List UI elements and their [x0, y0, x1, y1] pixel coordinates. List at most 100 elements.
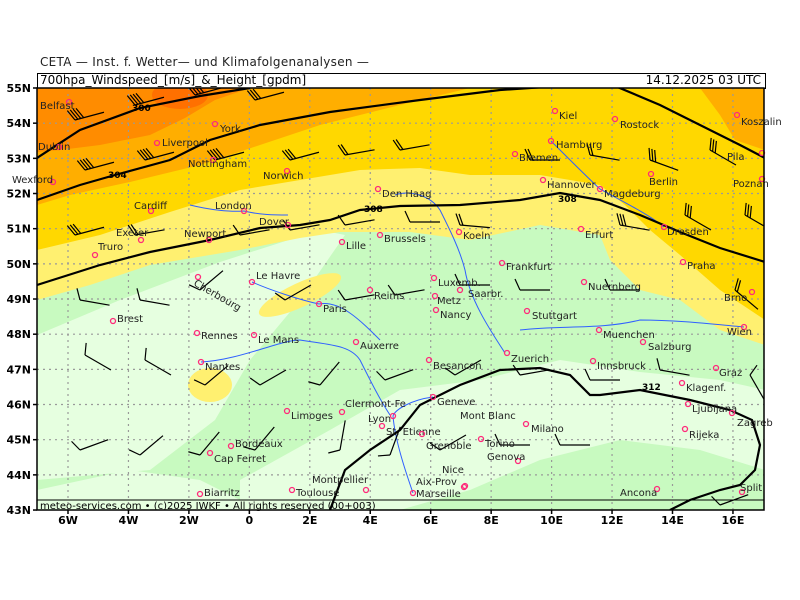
city-label: Grenoble	[426, 441, 472, 452]
river-danube	[519, 319, 745, 331]
city-label: Rennes	[201, 331, 238, 342]
city-marker-icon	[503, 349, 511, 357]
city-marker-icon	[758, 149, 766, 157]
longitude-axis: 6W 4W 2W 0 2E 4E 6E 8E 10E 12E 14E 16E	[58, 510, 744, 527]
wind-barb-icon	[274, 284, 312, 301]
wind-barbs	[66, 88, 764, 506]
city-label: Exeter	[116, 228, 149, 239]
city-st-etienne: St. Etienne	[378, 422, 441, 438]
windspeed-fill-light-yellow	[258, 273, 342, 317]
city-marker-icon	[352, 338, 360, 346]
city-marker-icon	[288, 486, 296, 494]
city-marker-icon	[514, 457, 522, 465]
city-metz: Metz	[431, 292, 461, 307]
city-label: Praha	[687, 261, 716, 272]
city-label: Poznan	[733, 179, 769, 190]
city-label: Torino	[484, 439, 515, 450]
city-reims: Reims	[366, 286, 404, 302]
city-marker-icon	[338, 238, 346, 246]
lon-tick-label: 6E	[423, 514, 438, 527]
city-label: Salzburg	[648, 342, 691, 353]
cities: Belfast Dublin Wexford Liverpool York Notting…	[12, 98, 782, 500]
lat-tick-label: 55N	[6, 82, 31, 95]
wind-barb-icon	[656, 358, 690, 376]
city-label: Ljubljana	[692, 404, 737, 415]
city-label: Cap Ferret	[214, 454, 266, 465]
lat-tick-label: 48N	[6, 328, 31, 341]
contour-label: 308	[558, 195, 577, 205]
city-limoges: Limoges	[283, 407, 333, 422]
city-lyon: Lyon	[368, 412, 397, 425]
city-marker-icon	[647, 170, 655, 178]
city-marker-icon	[758, 175, 766, 183]
city-cherbourg: Cherbourg	[192, 273, 243, 314]
city-label: Zagreb	[737, 418, 773, 429]
city-geneve: Geneve	[429, 393, 475, 408]
wind-barb-icon	[136, 288, 170, 306]
city-label: Lille	[346, 241, 366, 252]
city-dublin: Dublin	[38, 142, 70, 153]
contour-label: 312	[642, 383, 661, 393]
city-truro: Truro	[91, 242, 123, 259]
city-label: York	[219, 124, 241, 135]
wind-barb-icon	[711, 494, 749, 506]
city-wexford: Wexford	[12, 175, 57, 186]
city-marker-icon	[733, 111, 741, 119]
city-label: Pila	[727, 152, 745, 163]
city-label: Rijeka	[689, 430, 719, 441]
wind-barb-icon	[392, 139, 430, 151]
city-marker-icon	[595, 326, 603, 334]
title-bar: 700hpa_Windspeed_[m/s]_&_Height_[gpdm] 1…	[37, 73, 766, 89]
city-marker-icon	[456, 286, 464, 294]
city-marker-icon	[432, 306, 440, 314]
city-genova: Genova	[487, 452, 525, 465]
lat-tick-label: 46N	[6, 399, 31, 412]
footer-box	[36, 499, 765, 511]
city-label: Split	[740, 483, 762, 494]
wind-barb-icon	[126, 92, 165, 106]
city-label: Biarritz	[204, 488, 240, 499]
city-label: Hamburg	[556, 140, 602, 151]
city-label: Nantes	[205, 362, 240, 373]
city-label: Le Havre	[256, 271, 300, 282]
wind-barb-icon	[586, 143, 620, 161]
city-aix-prov: Aix-Prov	[416, 477, 469, 490]
city-label: Liverpool	[162, 138, 208, 149]
city-rennes: Rennes	[193, 329, 238, 342]
city-magdeburg: Magdeburg	[596, 185, 661, 200]
wind-barb-icon	[144, 347, 172, 376]
city-marker-icon	[137, 236, 145, 244]
city-clermont-fe: Clermont-Fe	[338, 399, 406, 416]
city-label: Klagenf.	[686, 383, 726, 394]
city-den-haag: Den Haag	[374, 185, 432, 200]
city-marker-icon	[91, 251, 99, 259]
city-label: Stuttgart	[532, 311, 577, 322]
city-label: Graz	[719, 368, 742, 379]
city-marker-icon	[193, 329, 201, 337]
river-seine	[251, 281, 381, 341]
city-bordeaux: Bordeaux	[227, 439, 283, 450]
city-marker-icon	[712, 364, 720, 372]
wind-barb-icon	[282, 219, 320, 231]
city-marker-icon	[551, 107, 559, 115]
city-london: London	[215, 201, 252, 215]
city-label: Brest	[117, 314, 143, 325]
city-marseille: Marseille	[409, 489, 461, 500]
city-marker-icon	[205, 236, 213, 244]
lon-tick-label: 8E	[484, 514, 499, 527]
city-berlin: Berlin	[647, 170, 678, 188]
city-label: Auxerre	[360, 341, 399, 352]
windspeed-fill-yellow	[37, 88, 764, 320]
city-rijeka: Rijeka	[681, 425, 719, 441]
city-marker-icon	[460, 483, 468, 491]
wind-barb-icon	[454, 273, 490, 286]
city-marker-icon	[206, 449, 214, 457]
windspeed-fill-orange	[700, 88, 764, 150]
city-marker-icon	[109, 317, 117, 325]
wind-barb-icon	[749, 364, 764, 402]
lon-tick-label: 0	[246, 514, 254, 527]
city-marker-icon	[679, 258, 687, 266]
city-marker-icon	[539, 176, 547, 184]
city-label: Bordeaux	[235, 439, 283, 450]
